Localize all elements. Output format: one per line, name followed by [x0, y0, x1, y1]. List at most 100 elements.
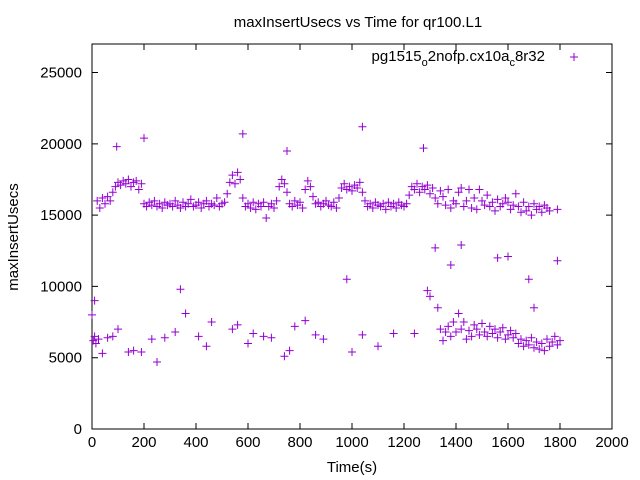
y-tick-label: 20000	[40, 136, 82, 153]
data-point	[329, 198, 338, 207]
data-point	[168, 202, 177, 211]
data-point	[327, 202, 336, 211]
data-point	[358, 122, 367, 131]
data-point	[280, 352, 289, 361]
data-point	[186, 195, 195, 204]
data-point	[491, 206, 499, 215]
data-point	[127, 182, 135, 191]
data-point	[475, 330, 484, 339]
data-point	[524, 340, 533, 349]
x-tick-label: 800	[287, 434, 312, 451]
data-point	[301, 185, 310, 194]
data-point	[426, 189, 434, 198]
data-point	[511, 189, 520, 198]
data-point	[472, 325, 481, 334]
data-point	[272, 196, 281, 205]
data-point	[439, 192, 447, 201]
data-point	[381, 205, 390, 214]
data-point	[296, 198, 304, 207]
data-point	[197, 203, 206, 212]
data-point	[543, 335, 551, 344]
data-point	[530, 199, 538, 208]
data-point	[433, 199, 442, 208]
data-point	[470, 320, 479, 329]
data-point	[441, 201, 450, 210]
data-point	[423, 286, 432, 295]
data-point	[524, 202, 533, 211]
data-point	[249, 198, 258, 207]
data-point	[233, 320, 242, 329]
data-point	[524, 275, 533, 284]
data-point	[98, 349, 107, 358]
data-point	[511, 329, 520, 338]
data-point	[465, 326, 473, 335]
data-point	[342, 275, 351, 284]
data-point	[509, 201, 518, 210]
data-point	[103, 333, 112, 342]
data-point	[283, 188, 291, 197]
data-point	[345, 182, 354, 191]
data-point	[101, 199, 109, 208]
x-tick-label: 400	[183, 434, 208, 451]
data-point	[472, 205, 481, 214]
data-point	[238, 129, 247, 138]
data-point	[121, 179, 130, 188]
data-point	[303, 176, 312, 185]
data-point	[140, 134, 148, 143]
data-point	[519, 342, 528, 351]
data-point	[483, 332, 492, 341]
data-point	[91, 339, 100, 348]
data-point	[288, 202, 297, 211]
data-point	[530, 303, 538, 312]
data-point	[129, 346, 138, 355]
data-point	[449, 318, 458, 327]
data-point	[244, 199, 252, 208]
data-point	[415, 188, 424, 197]
data-point	[470, 194, 479, 202]
data-point	[441, 328, 450, 337]
data-point	[478, 319, 486, 328]
data-point	[389, 329, 398, 338]
data-point	[114, 325, 122, 334]
data-point	[259, 332, 268, 341]
data-point	[270, 203, 278, 212]
data-point	[553, 205, 562, 214]
data-point	[95, 203, 104, 212]
data-point	[457, 184, 466, 193]
data-point	[457, 325, 466, 334]
data-point	[467, 203, 476, 212]
data-point	[480, 328, 489, 337]
data-point	[348, 348, 356, 356]
data-point	[153, 357, 161, 366]
data-point	[244, 339, 252, 348]
data-point	[467, 332, 476, 341]
data-point	[379, 199, 388, 208]
data-point	[358, 330, 367, 339]
data-point	[207, 318, 216, 327]
data-point	[301, 316, 310, 325]
x-tick-label: 1600	[491, 434, 524, 451]
data-point	[428, 184, 437, 193]
y-tick-label: 25000	[40, 65, 82, 82]
data-point	[98, 194, 107, 202]
data-point	[405, 191, 414, 200]
data-point	[454, 188, 463, 197]
x-tick-label: 600	[235, 434, 260, 451]
data-point	[553, 340, 562, 349]
data-point	[548, 338, 557, 347]
data-point	[426, 292, 434, 301]
legend-label: pg1515o2nofp.cx10ac8r32	[372, 48, 545, 69]
data-point	[88, 310, 96, 319]
data-point	[522, 206, 531, 215]
data-point	[504, 330, 512, 339]
data-point	[267, 333, 276, 342]
data-point	[332, 203, 341, 212]
data-point	[483, 191, 492, 200]
data-point	[493, 253, 502, 262]
data-point	[309, 192, 317, 201]
data-point	[257, 202, 265, 211]
data-point	[498, 323, 507, 332]
data-point	[337, 184, 346, 193]
x-tick-label: 1800	[543, 434, 576, 451]
data-point	[202, 342, 211, 351]
